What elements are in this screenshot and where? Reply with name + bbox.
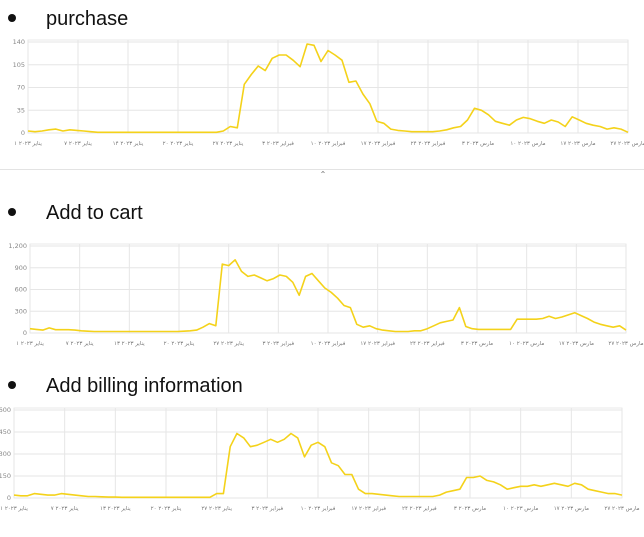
series-line (13, 432, 623, 499)
x-tick-label: ۱۷ فبرایر ۲۰۲۳ (360, 341, 395, 347)
heading-purchase: purchase (8, 7, 128, 31)
bullet-dot (8, 207, 16, 216)
x-tick-label: ۲۷ مارس ۲۰۲۳ (610, 141, 644, 147)
heading-add-to-cart-text: Add to cart (46, 202, 143, 224)
x-tick-label: ۱۰ فبرایر ۲۰۲۳ (311, 341, 346, 347)
x-tick-label: ۱۰ مارس ۲۰۲۳ (503, 506, 538, 512)
chevron-up-icon[interactable]: ⌃ (319, 170, 327, 179)
bullet-dot (8, 380, 16, 389)
x-tick-label: ۲۴ فبرایر ۲۰۲۳ (410, 341, 445, 347)
x-tick-label: ۱۴ ینایر ۲۰۲۳ (113, 141, 144, 147)
x-tick-label: ۱۷ فبرایر ۲۰۲۳ (361, 141, 396, 147)
x-tick-label: ۲۴ فبرایر ۲۰۲۳ (402, 506, 437, 512)
y-tick-label: 35 (17, 106, 25, 114)
x-tick-label: ۳ مارس ۲۰۲۳ (462, 141, 494, 147)
y-tick-label: 1,200 (8, 242, 27, 250)
heading-add-to-cart: Add to cart (8, 201, 143, 225)
y-tick-label: 600 (0, 406, 11, 414)
y-tick-label: 140 (13, 38, 25, 46)
x-tick-label: ۲۴ فبرایر ۲۰۲۳ (411, 141, 446, 147)
x-tick-label: ۱۰ مارس ۲۰۲۳ (510, 141, 545, 147)
series-line (27, 43, 629, 134)
section-divider (0, 169, 644, 170)
x-tick-label: ۲۰ ینایر ۲۰۲۳ (164, 341, 195, 347)
y-tick-label: 0 (21, 129, 25, 137)
x-tick-label: ۳ فبرایر ۲۰۲۳ (262, 141, 294, 147)
y-tick-label: 450 (0, 428, 11, 436)
y-tick-label: 300 (0, 450, 11, 458)
x-tick-label: ۳ مارس ۲۰۲۳ (454, 506, 486, 512)
y-tick-label: 0 (7, 494, 11, 502)
x-tick-label: ۱۷ مارس ۲۰۲۳ (560, 141, 595, 147)
x-tick-label: ۷ ینایر ۲۰۲۳ (64, 141, 92, 147)
x-tick-label: ۳ فبرایر ۲۰۲۳ (251, 506, 283, 512)
x-tick-label: ۱۰ فبرایر ۲۰۲۳ (311, 141, 346, 147)
y-tick-label: 150 (0, 472, 11, 480)
y-tick-label: 900 (15, 264, 27, 272)
x-tick-label: ۷ ینایر ۲۰۲۳ (51, 506, 79, 512)
x-tick-label: ۱۷ مارس ۲۰۲۳ (554, 506, 589, 512)
x-tick-label: ۲۷ مارس ۲۰۲۳ (608, 341, 643, 347)
x-tick-label: ۱ ینایر ۲۰۲۳ (0, 506, 28, 512)
x-tick-label: ۲۷ ینایر ۲۰۲۳ (213, 141, 244, 147)
x-tick-label: ۱۳ ینایر ۲۰۲۳ (100, 506, 131, 512)
add-billing-chart: 0 150 300 450 600 ۱ ینایر ۲۰۲۳ ۷ ینایر ۲۰۲۳ ۱۳ … (0, 406, 640, 512)
x-tick-label: ۲۰ ینایر ۲۰۲۳ (163, 141, 194, 147)
y-tick-label: 70 (17, 84, 25, 92)
x-tick-label: ۷ ینایر ۲۰۲۳ (66, 341, 94, 347)
x-tick-label: ۳ فبرایر ۲۰۲۳ (262, 341, 294, 347)
x-tick-label: ۳ مارس ۲۰۲۳ (461, 341, 493, 347)
y-tick-label: 600 (15, 286, 27, 294)
y-tick-label: 105 (13, 61, 25, 69)
series-line (29, 258, 627, 333)
add-to-cart-chart: 0 300 600 900 1,200 ۱ ینایر ۲۰۲۳ ۷ ینایر ۲۰۲۳ ۱… (8, 242, 643, 347)
x-tick-label: ۱ ینایر ۲۰۲۳ (16, 341, 44, 347)
x-tick-label: ۱۰ مارس ۲۰۲۳ (509, 341, 544, 347)
y-tick-label: 300 (15, 307, 27, 315)
x-tick-label: ۲۷ ینایر ۲۰۲۳ (213, 341, 244, 347)
heading-purchase-text: purchase (46, 8, 129, 30)
x-tick-label: ۱۷ مارس ۲۰۲۳ (559, 341, 594, 347)
x-tick-label: ۱۰ فبرایر ۲۰۲۳ (301, 506, 336, 512)
bullet-dot (8, 13, 16, 22)
x-tick-label: ۱۷ فبرایر ۲۰۲۳ (351, 506, 386, 512)
x-tick-label: ۲۰ ینایر ۲۰۲۳ (151, 506, 182, 512)
x-tick-label: ۱۳ ینایر ۲۰۲۳ (114, 341, 145, 347)
x-tick-label: ۲۷ ینایر ۲۰۲۳ (201, 506, 232, 512)
x-tick-label: ۲۷ مارس ۲۰۲۳ (604, 506, 639, 512)
heading-add-billing: Add billing information (8, 374, 243, 398)
purchase-chart: 0 35 70 105 140 ۱ ینایر ۲۰۲۳ ۷ ینایر ۲۰۲۳ ۱۴ ین… (13, 38, 644, 147)
y-tick-label: 0 (23, 329, 27, 337)
x-tick-label: ۱ ینایر ۲۰۲۳ (14, 141, 42, 147)
heading-add-billing-text: Add billing information (46, 375, 243, 397)
